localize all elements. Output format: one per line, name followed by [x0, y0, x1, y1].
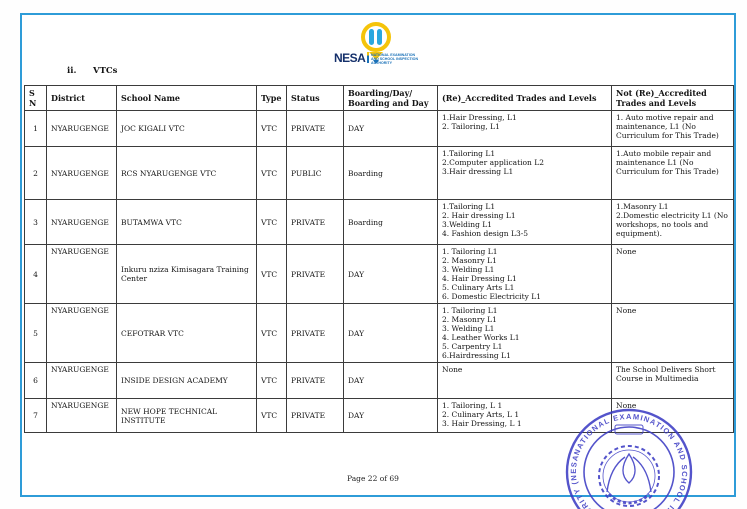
logo-arrow-icon — [369, 52, 383, 60]
cell-boarding: DAY — [343, 110, 438, 147]
table-row: 5 NYARUGENGE CEFOTRAR VTC VTC PRIVATE DAY 1. T… — [24, 303, 734, 363]
table-row: 4 NYARUGENGE Inkuru nziza Kimisagara Train… — [24, 244, 734, 304]
cell-boarding: Boarding — [343, 146, 438, 200]
nesa-stamp: NATIONAL EXAMINATION AND SCHOOL INSPECTI… — [549, 392, 709, 509]
logo-org-line: and School Inspection — [371, 56, 419, 61]
logo-pause-bars-icon — [377, 29, 382, 45]
cell-district: NYARUGENGE — [46, 199, 117, 245]
cell-school-name: BUTAMWA VTC — [116, 199, 257, 245]
cell-not-accredited-trades: None — [611, 244, 734, 304]
cell-district: NYARUGENGE — [46, 362, 117, 399]
page-footer: Page 22 of 69 — [347, 474, 399, 483]
col-header-status: Status — [286, 85, 344, 111]
cell-school-name: NEW HOPE TECHNICAL INSTITUTE — [116, 398, 257, 433]
table-body: 1 NYARUGENGE JOC KIGALI VTC VTC PRIVATE DAY 1.… — [24, 110, 734, 433]
table-row: 1 NYARUGENGE JOC KIGALI VTC VTC PRIVATE DAY 1.… — [24, 110, 734, 147]
cell-type: VTC — [256, 146, 287, 200]
cell-accredited-trades: 1. Tailoring L1 2. Masonry L1 3. Welding… — [437, 244, 612, 304]
cell-boarding: DAY — [343, 362, 438, 399]
cell-accredited-trades: None — [437, 362, 612, 399]
cell-boarding: Boarding — [343, 199, 438, 245]
col-header-type: Type — [256, 85, 287, 111]
cell-status: PRIVATE — [286, 398, 344, 433]
cell-type: VTC — [256, 199, 287, 245]
cell-accredited-trades: 1.Tailoring L1 2.Computer application L2… — [437, 146, 612, 200]
cell-not-accredited-trades: 1.Masonry L1 2.Domestic electricity L1 (… — [611, 199, 734, 245]
cell-district: NYARUGENGE — [46, 244, 117, 304]
logo-separator — [366, 52, 369, 63]
cell-accredited-trades: 1. Tailoring, L 1 2. Culinary Arts, L 1 … — [437, 398, 612, 433]
table-row: 2 NYARUGENGE RCS NYARUGENGE VTC VTC PUBLIC Bo… — [24, 146, 734, 200]
cell-boarding: DAY — [343, 303, 438, 363]
cell-district: NYARUGENGE — [46, 303, 117, 363]
stamp-emblem-icon — [598, 424, 660, 507]
cell-accredited-trades: 1.Hair Dressing, L1 2. Tailoring, L1 — [437, 110, 612, 147]
cell-type: VTC — [256, 303, 287, 363]
cell-school-name: JOC KIGALI VTC — [116, 110, 257, 147]
cell-sn: 7 — [24, 398, 47, 433]
cell-school-name: Inkuru nziza Kimisagara Training Center — [116, 244, 257, 304]
section-number: ii. — [67, 66, 77, 76]
cell-type: VTC — [256, 110, 287, 147]
logo-wordmark: NESA — [334, 51, 366, 65]
cell-sn: 2 — [24, 146, 47, 200]
cell-not-accredited-trades: 1.Auto mobile repair and maintenance L1 … — [611, 146, 734, 200]
cell-status: PRIVATE — [286, 244, 344, 304]
cell-district: NYARUGENGE — [46, 110, 117, 147]
section-title: VTCs — [93, 66, 118, 76]
cell-accredited-trades: 1.Tailoring L1 2. Hair dressing L1 3.Wel… — [437, 199, 612, 245]
logo-arrow-tip-icon — [372, 60, 379, 64]
cell-status: PRIVATE — [286, 199, 344, 245]
cell-type: VTC — [256, 398, 287, 433]
col-header-boarding: Boarding/Day/ Boarding and Day — [343, 85, 438, 111]
cell-status: PRIVATE — [286, 303, 344, 363]
table-row: 7 NYARUGENGE NEW HOPE TECHNICAL INSTITUTE V… — [24, 398, 734, 433]
cell-status: PRIVATE — [286, 362, 344, 399]
col-header-school-name: School Name — [116, 85, 257, 111]
logo-org-line: Authority — [371, 60, 392, 65]
logo-org-name: National Examination and School Inspecti… — [371, 53, 426, 65]
cell-boarding: DAY — [343, 398, 438, 433]
logo-ring-icon — [361, 22, 391, 52]
cell-type: VTC — [256, 362, 287, 399]
cell-boarding: DAY — [343, 244, 438, 304]
cell-not-accredited-trades: None — [611, 303, 734, 363]
col-header-district: District — [46, 85, 117, 111]
vtc-table: SN District School Name Type Status Boar… — [24, 85, 734, 433]
logo-pause-bars-icon — [369, 29, 374, 45]
col-header-accredited: (Re)_Accredited Trades and Levels — [437, 85, 612, 111]
table-row: 3 NYARUGENGE BUTAMWA VTC VTC PRIVATE Boarding… — [24, 199, 734, 245]
logo-org-line: National Examination — [371, 52, 416, 57]
col-header-sn: SN — [24, 85, 47, 111]
cell-not-accredited-trades: 1. Auto motive repair and maintenance, L… — [611, 110, 734, 147]
cell-type: VTC — [256, 244, 287, 304]
cell-status: PRIVATE — [286, 110, 344, 147]
section-heading: ii. VTCs — [67, 66, 117, 76]
cell-district: NYARUGENGE — [46, 146, 117, 200]
cell-sn: 1 — [24, 110, 47, 147]
cell-school-name: CEFOTRAR VTC — [116, 303, 257, 363]
cell-status: PUBLIC — [286, 146, 344, 200]
cell-school-name: RCS NYARUGENGE VTC — [116, 146, 257, 200]
cell-sn: 3 — [24, 199, 47, 245]
cell-sn: 5 — [24, 303, 47, 363]
cell-school-name: INSIDE DESIGN ACADEMY — [116, 362, 257, 399]
nesa-logo: NESA National Examination and School Ins… — [330, 16, 440, 68]
table-header-row: SN District School Name Type Status Boar… — [24, 85, 734, 111]
cell-sn: 4 — [24, 244, 47, 304]
cell-district: NYARUGENGE — [46, 398, 117, 433]
cell-accredited-trades: 1. Tailoring L1 2. Masonry L1 3. Welding… — [437, 303, 612, 363]
cell-sn: 6 — [24, 362, 47, 399]
col-header-not-accredited: Not (Re)_Accredited Trades and Levels — [611, 85, 734, 111]
